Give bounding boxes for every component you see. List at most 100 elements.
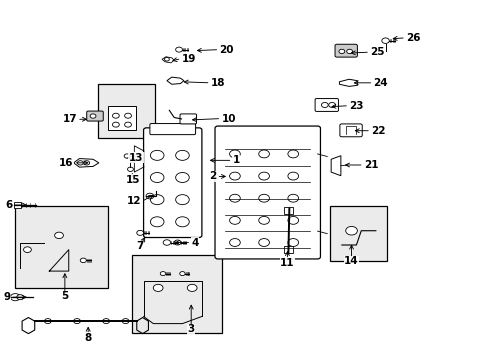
- Polygon shape: [162, 57, 174, 63]
- Text: 22: 22: [370, 126, 385, 136]
- Circle shape: [287, 239, 298, 247]
- FancyBboxPatch shape: [314, 99, 338, 111]
- Circle shape: [174, 240, 181, 245]
- Text: 20: 20: [219, 45, 233, 55]
- Circle shape: [83, 161, 89, 165]
- Circle shape: [80, 258, 86, 263]
- Circle shape: [23, 247, 31, 252]
- Circle shape: [112, 122, 119, 127]
- Circle shape: [122, 319, 129, 324]
- Circle shape: [229, 194, 240, 202]
- Circle shape: [287, 150, 298, 158]
- Polygon shape: [330, 156, 340, 176]
- Polygon shape: [74, 158, 99, 167]
- Text: 25: 25: [369, 47, 384, 57]
- Circle shape: [287, 172, 298, 180]
- Text: 15: 15: [125, 175, 140, 185]
- FancyBboxPatch shape: [150, 123, 195, 135]
- Text: 1: 1: [232, 156, 239, 165]
- Circle shape: [124, 154, 130, 158]
- Text: 7: 7: [136, 241, 143, 251]
- Circle shape: [175, 195, 189, 204]
- Bar: [14, 202, 20, 208]
- Text: 19: 19: [181, 54, 196, 64]
- Text: 17: 17: [62, 114, 77, 124]
- Circle shape: [10, 294, 20, 301]
- Circle shape: [150, 195, 163, 204]
- Circle shape: [229, 150, 240, 158]
- Circle shape: [328, 103, 335, 108]
- Circle shape: [229, 239, 240, 247]
- Circle shape: [130, 158, 136, 162]
- Bar: [107, 106, 136, 130]
- Circle shape: [153, 284, 163, 292]
- Circle shape: [124, 113, 131, 118]
- Circle shape: [381, 38, 388, 44]
- Text: 24: 24: [373, 78, 387, 88]
- Text: 4: 4: [191, 238, 198, 248]
- Polygon shape: [166, 77, 183, 84]
- Circle shape: [321, 103, 327, 108]
- Circle shape: [124, 122, 131, 127]
- Circle shape: [346, 49, 352, 54]
- Text: 13: 13: [129, 153, 143, 163]
- Circle shape: [345, 226, 357, 235]
- Circle shape: [287, 194, 298, 202]
- Circle shape: [175, 150, 189, 160]
- Circle shape: [258, 194, 269, 202]
- Circle shape: [127, 167, 133, 171]
- Circle shape: [44, 319, 51, 324]
- Circle shape: [77, 161, 83, 165]
- Circle shape: [55, 232, 63, 239]
- Text: 21: 21: [363, 160, 377, 170]
- Text: 16: 16: [59, 158, 74, 168]
- FancyBboxPatch shape: [334, 44, 357, 57]
- FancyBboxPatch shape: [215, 126, 320, 259]
- FancyBboxPatch shape: [86, 111, 103, 121]
- Circle shape: [102, 319, 109, 324]
- Bar: [132, 255, 222, 333]
- Circle shape: [164, 58, 169, 61]
- Circle shape: [160, 271, 165, 276]
- Circle shape: [17, 295, 23, 300]
- Circle shape: [258, 150, 269, 158]
- Text: 11: 11: [280, 258, 294, 268]
- Text: 9: 9: [3, 292, 10, 302]
- Circle shape: [175, 172, 189, 183]
- Polygon shape: [339, 79, 357, 86]
- Text: 12: 12: [127, 197, 142, 206]
- Circle shape: [229, 216, 240, 224]
- Circle shape: [180, 271, 185, 276]
- Text: 8: 8: [84, 333, 92, 343]
- Bar: [284, 207, 293, 214]
- Circle shape: [146, 193, 153, 199]
- Bar: [98, 84, 155, 138]
- Bar: [284, 246, 293, 253]
- Text: 2: 2: [209, 171, 216, 181]
- Circle shape: [112, 113, 119, 118]
- FancyBboxPatch shape: [180, 114, 196, 124]
- Circle shape: [150, 172, 163, 183]
- Circle shape: [74, 319, 80, 324]
- Circle shape: [258, 239, 269, 247]
- FancyBboxPatch shape: [339, 124, 362, 137]
- Circle shape: [163, 240, 170, 245]
- Text: 23: 23: [348, 101, 363, 111]
- Circle shape: [338, 49, 344, 54]
- Text: 18: 18: [210, 78, 224, 88]
- Bar: [329, 206, 386, 261]
- Circle shape: [137, 230, 143, 235]
- Circle shape: [258, 216, 269, 224]
- FancyBboxPatch shape: [143, 128, 202, 238]
- Text: 5: 5: [61, 291, 68, 301]
- Circle shape: [175, 217, 189, 227]
- Text: 10: 10: [221, 113, 235, 123]
- Circle shape: [287, 216, 298, 224]
- Text: 3: 3: [187, 324, 194, 334]
- Text: 26: 26: [405, 33, 420, 43]
- Bar: [15, 206, 107, 288]
- Text: 6: 6: [5, 200, 12, 210]
- Circle shape: [229, 172, 240, 180]
- Circle shape: [187, 284, 197, 292]
- Circle shape: [90, 114, 96, 118]
